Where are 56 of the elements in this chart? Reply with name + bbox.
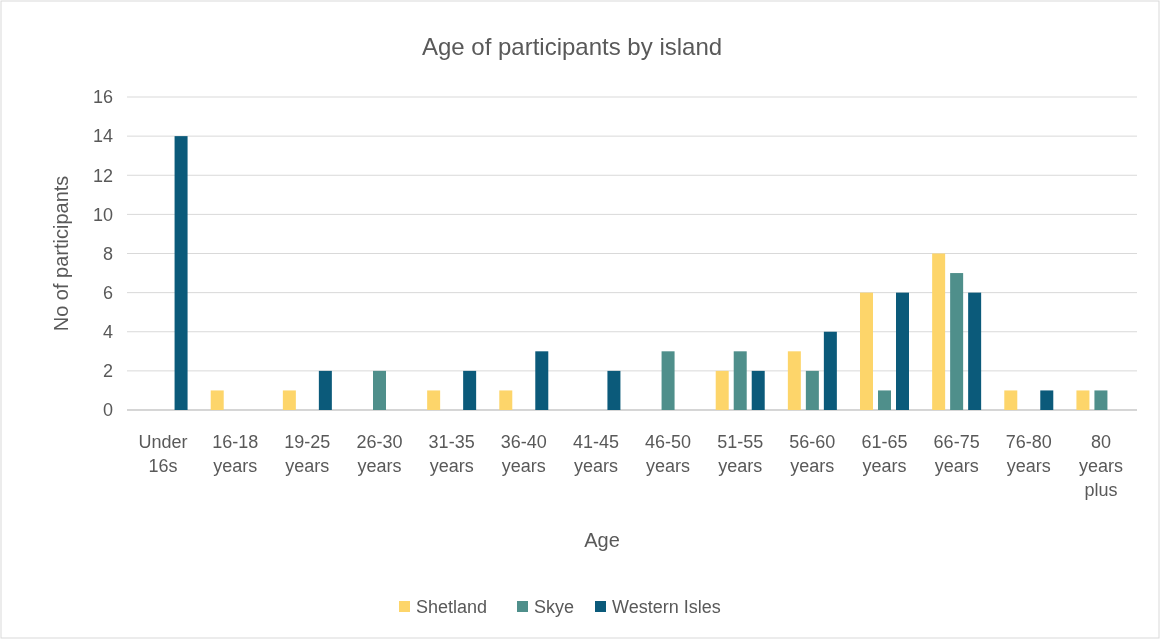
y-tick-label: 10 — [92, 204, 113, 225]
bar — [733, 351, 747, 410]
bar — [1004, 390, 1018, 410]
bar — [1094, 390, 1108, 410]
x-tick-label: 76-80 years — [1005, 432, 1052, 476]
bar — [1040, 390, 1054, 410]
bar — [282, 390, 296, 410]
x-tick-label: 41-45 years — [572, 432, 619, 476]
bar — [661, 351, 675, 410]
bar — [715, 370, 729, 410]
x-tick-label: 16-18 years — [212, 432, 259, 476]
bar — [860, 292, 873, 410]
bar — [499, 390, 513, 410]
bar — [373, 370, 386, 410]
y-axis-title: No of participants — [50, 175, 72, 332]
x-tick-label: 31-35 years — [428, 432, 475, 476]
y-tick-label: 6 — [102, 282, 113, 303]
x-tick-label: 19-25 years — [284, 432, 331, 476]
bar — [174, 136, 188, 410]
y-tick-label: 16 — [92, 87, 113, 108]
bar — [318, 370, 332, 410]
x-tick-label: 36-40 years — [500, 432, 547, 476]
legend-label: Skye — [534, 597, 575, 618]
bar — [607, 370, 621, 410]
bar — [823, 331, 837, 410]
bar — [463, 370, 477, 410]
x-tick-label: 56-60 years — [789, 432, 836, 476]
bar — [1076, 390, 1090, 410]
bar — [896, 292, 909, 410]
y-tick-label: 8 — [102, 243, 113, 264]
bar — [427, 390, 441, 410]
chart-title: Age of participants by island — [421, 33, 723, 60]
y-tick-label: 12 — [92, 165, 113, 186]
bar — [932, 253, 946, 410]
bar — [805, 370, 819, 410]
y-tick-label: 0 — [102, 400, 113, 421]
legend-label: Western Isles — [612, 597, 721, 618]
y-tick-label: 4 — [102, 322, 113, 343]
x-tick-label: 80 years plus — [1078, 432, 1123, 500]
legend-label: Shetland — [416, 597, 488, 618]
bar — [787, 351, 801, 410]
y-tick-label: 2 — [102, 361, 113, 382]
bar — [950, 273, 964, 410]
x-tick-label: 51-55 years — [717, 432, 764, 476]
x-tick-label: Under 16s — [138, 432, 188, 476]
x-tick-label: 26-30 years — [356, 432, 403, 476]
x-tick-label: 66-75 years — [933, 432, 980, 476]
x-tick-label: 46-50 years — [645, 432, 692, 476]
bar — [968, 292, 982, 410]
bar — [751, 370, 765, 410]
x-axis-title: Age — [584, 529, 620, 551]
bar — [210, 390, 224, 410]
bar — [535, 351, 549, 410]
x-tick-label: 61-65 years — [861, 432, 908, 476]
bar — [878, 390, 891, 410]
y-tick-label: 14 — [92, 126, 113, 147]
